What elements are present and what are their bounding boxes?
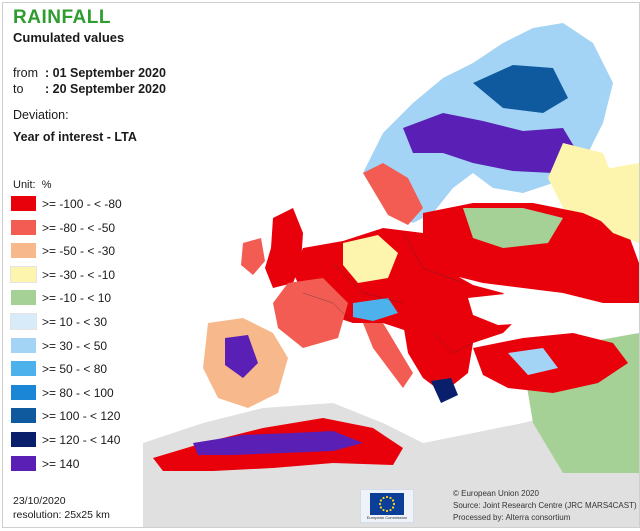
legend-swatch bbox=[11, 361, 36, 377]
to-value: : 20 September 2020 bbox=[45, 82, 166, 96]
legend-swatch bbox=[11, 290, 36, 306]
to-label: to bbox=[13, 82, 24, 96]
eu-star-icon bbox=[385, 509, 389, 513]
credit-line-processed: Processed by: Alterra consortium bbox=[453, 513, 571, 522]
legend-swatch bbox=[11, 219, 36, 235]
legend-swatch bbox=[10, 265, 37, 283]
legend-label: >= 80 - < 100 bbox=[42, 385, 114, 400]
iberia-wet bbox=[225, 335, 258, 378]
map-subtitle: Cumulated values bbox=[13, 30, 125, 45]
legend-label: >= 10 - < 30 bbox=[42, 314, 108, 329]
legend-label: >= -80 - < -50 bbox=[42, 220, 116, 235]
eu-star-icon bbox=[379, 499, 383, 502]
eu-star-icon bbox=[389, 508, 392, 512]
rainfall-deviation-map bbox=[143, 23, 639, 527]
balkans bbox=[403, 323, 473, 393]
great-britain bbox=[265, 208, 303, 288]
legend-label: >= 100 - < 120 bbox=[42, 409, 121, 424]
italy bbox=[363, 323, 413, 388]
legend-label: >= -30 - < -10 bbox=[42, 267, 116, 282]
logo-caption: European Commission bbox=[366, 515, 408, 520]
credit-line-source: Source: Joint Research Centre (JRC MARS4… bbox=[453, 501, 637, 510]
black-sea-water bbox=[468, 293, 543, 325]
eu-flag-icon bbox=[370, 493, 404, 515]
resolution-text: resolution: 25x25 km bbox=[13, 509, 110, 521]
eu-star-icon bbox=[391, 499, 395, 502]
central-europe-mixed bbox=[343, 235, 398, 283]
eu-star-icon bbox=[379, 506, 383, 509]
legend-label: >= 120 - < 140 bbox=[42, 432, 121, 447]
legend-label: >= 30 - < 50 bbox=[42, 338, 108, 353]
turkey-moist bbox=[508, 348, 558, 375]
greece-wet bbox=[431, 378, 458, 403]
period-to: to : 20 September 2020 bbox=[13, 82, 166, 96]
legend-label: >= 140 bbox=[42, 456, 80, 471]
legend-swatch bbox=[11, 384, 36, 400]
legend-swatch bbox=[11, 196, 36, 211]
eu-star-icon bbox=[389, 496, 392, 500]
eu-star-icon bbox=[382, 508, 385, 512]
eu-star-icon bbox=[382, 496, 385, 500]
france bbox=[273, 278, 348, 348]
north-africa-wet bbox=[193, 431, 363, 455]
alps-moist bbox=[353, 298, 398, 321]
credit-line-copyright: © European Union 2020 bbox=[453, 489, 539, 498]
deviation-value: Year of interest - LTA bbox=[13, 130, 137, 144]
legend-label: >= 50 - < 80 bbox=[42, 362, 108, 377]
european-commission-logo: European Commission bbox=[360, 489, 414, 523]
ireland bbox=[241, 238, 265, 275]
legend-swatch bbox=[11, 431, 36, 447]
eastern-europe-moist bbox=[463, 208, 563, 248]
unit-value: % bbox=[41, 179, 52, 191]
eu-star-icon bbox=[378, 502, 382, 506]
from-label: from bbox=[13, 66, 38, 80]
legend-swatch bbox=[10, 312, 37, 330]
eu-star-icon bbox=[392, 502, 396, 506]
legend-swatch bbox=[11, 337, 36, 353]
unit-line: Unit: % bbox=[13, 179, 52, 191]
legend-swatch bbox=[11, 455, 36, 471]
eu-star-icon bbox=[391, 506, 395, 509]
unit-label: Unit: bbox=[13, 179, 36, 191]
legend-label: >= -50 - < -30 bbox=[42, 244, 116, 259]
period-from: from : 01 September 2020 bbox=[13, 66, 166, 80]
legend-swatch bbox=[11, 243, 36, 259]
legend-label: >= -100 - < -80 bbox=[42, 197, 122, 211]
from-value: : 01 September 2020 bbox=[45, 66, 166, 80]
scandinavia-dark-blue bbox=[473, 65, 568, 113]
scandinavia-south-dry bbox=[363, 163, 423, 225]
scandinavia-wet-core bbox=[403, 113, 578, 173]
northwest-russia bbox=[583, 163, 639, 243]
legend-swatch bbox=[11, 408, 36, 424]
production-date: 23/10/2020 bbox=[13, 495, 66, 507]
eu-star-icon bbox=[385, 495, 389, 499]
map-title: RAINFALL bbox=[13, 7, 111, 28]
deviation-label: Deviation: bbox=[13, 108, 69, 122]
legend-label: >= -10 - < 10 bbox=[42, 291, 112, 306]
